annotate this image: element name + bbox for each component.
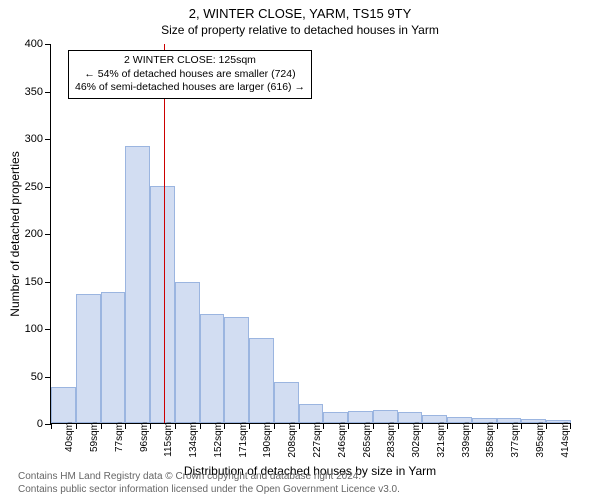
histogram-bar — [274, 382, 299, 423]
y-tick-label: 150 — [17, 276, 43, 288]
x-tick — [348, 423, 349, 429]
y-tick-label: 50 — [17, 371, 43, 383]
x-tick-label: 134sqm — [188, 422, 199, 466]
x-tick — [274, 423, 275, 429]
footer-line-2: Contains public sector information licen… — [18, 484, 400, 497]
y-tick-label: 0 — [17, 418, 43, 430]
x-tick — [249, 423, 250, 429]
y-tick — [45, 92, 51, 93]
x-tick — [546, 423, 547, 429]
histogram-bar — [224, 317, 249, 423]
x-tick — [299, 423, 300, 429]
callout-line-1: 2 WINTER CLOSE: 125sqm — [75, 54, 305, 68]
x-tick-label: 283sqm — [386, 422, 397, 466]
x-tick-label: 208sqm — [287, 422, 298, 466]
x-tick — [175, 423, 176, 429]
histogram-bar — [150, 186, 175, 424]
histogram-bar — [175, 282, 200, 423]
chart-area: Number of detached properties Distributi… — [50, 44, 570, 424]
histogram-bar — [51, 387, 76, 423]
x-tick-label: 171sqm — [238, 422, 249, 466]
x-tick-label: 395sqm — [535, 422, 546, 466]
y-tick — [45, 187, 51, 188]
histogram-bar — [101, 292, 126, 423]
x-tick — [472, 423, 473, 429]
y-tick-label: 250 — [17, 181, 43, 193]
x-tick-label: 96sqm — [139, 422, 150, 466]
x-tick-label: 414sqm — [560, 422, 571, 466]
x-tick — [521, 423, 522, 429]
x-tick-label: 190sqm — [262, 422, 273, 466]
x-tick-label: 115sqm — [163, 422, 174, 466]
y-tick — [45, 234, 51, 235]
y-tick-label: 200 — [17, 228, 43, 240]
histogram-bar — [249, 338, 274, 424]
reference-line — [164, 44, 166, 423]
x-tick — [497, 423, 498, 429]
footer-text: Contains HM Land Registry data © Crown c… — [18, 471, 400, 496]
x-tick-label: 227sqm — [312, 422, 323, 466]
x-tick — [323, 423, 324, 429]
x-tick-label: 40sqm — [64, 422, 75, 466]
x-tick — [101, 423, 102, 429]
callout-line-2: ← 54% of detached houses are smaller (72… — [75, 68, 305, 82]
x-tick-label: 246sqm — [337, 422, 348, 466]
x-tick-label: 339sqm — [461, 422, 472, 466]
page-subtitle: Size of property relative to detached ho… — [0, 21, 600, 37]
x-tick-label: 152sqm — [213, 422, 224, 466]
y-tick-label: 350 — [17, 86, 43, 98]
y-tick-label: 100 — [17, 323, 43, 335]
x-tick — [76, 423, 77, 429]
y-tick-label: 400 — [17, 38, 43, 50]
x-tick-label: 59sqm — [89, 422, 100, 466]
x-tick — [447, 423, 448, 429]
x-tick — [398, 423, 399, 429]
callout-box: 2 WINTER CLOSE: 125sqm ← 54% of detached… — [68, 50, 312, 99]
x-tick-label: 358sqm — [485, 422, 496, 466]
histogram-bar — [76, 294, 101, 423]
histogram-bar — [125, 146, 150, 423]
x-tick — [224, 423, 225, 429]
histogram-plot: 05010015020025030035040040sqm59sqm77sqm9… — [50, 44, 570, 424]
x-tick-label: 377sqm — [510, 422, 521, 466]
histogram-bar — [373, 410, 398, 423]
x-tick — [200, 423, 201, 429]
x-tick-label: 265sqm — [362, 422, 373, 466]
x-tick — [570, 423, 571, 429]
y-tick — [45, 139, 51, 140]
x-tick-label: 302sqm — [411, 422, 422, 466]
histogram-bar — [200, 314, 225, 423]
callout-line-3: 46% of semi-detached houses are larger (… — [75, 81, 305, 95]
x-tick — [373, 423, 374, 429]
x-tick — [125, 423, 126, 429]
x-tick — [150, 423, 151, 429]
y-tick — [45, 44, 51, 45]
x-tick-label: 77sqm — [114, 422, 125, 466]
x-tick — [51, 423, 52, 429]
y-tick — [45, 377, 51, 378]
y-tick-label: 300 — [17, 133, 43, 145]
x-tick — [422, 423, 423, 429]
footer-line-1: Contains HM Land Registry data © Crown c… — [18, 471, 400, 484]
x-tick-label: 321sqm — [436, 422, 447, 466]
y-tick — [45, 282, 51, 283]
y-tick — [45, 329, 51, 330]
histogram-bar — [299, 404, 324, 423]
page-title: 2, WINTER CLOSE, YARM, TS15 9TY — [0, 0, 600, 21]
